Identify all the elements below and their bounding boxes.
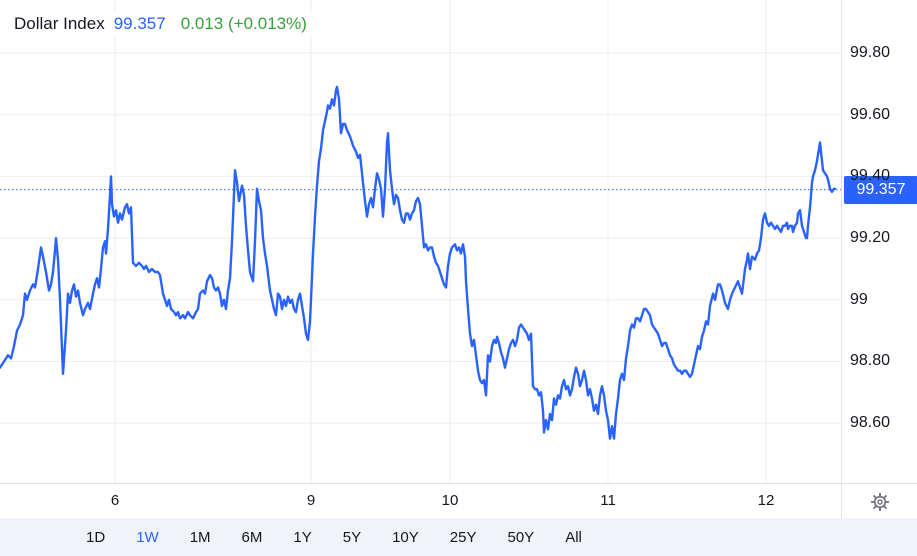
price-axis-label: 99 [850,290,868,308]
range-button-5y[interactable]: 5Y [342,528,362,546]
time-axis-label: 9 [306,492,316,509]
price-axis[interactable]: 99.357 99.80 99.60 99.40 99.20 99 98.80 98.60 [841,0,917,483]
time-axis-label: 6 [110,492,120,509]
symbol-title: Dollar Index [14,14,105,33]
range-button-all[interactable]: All [565,528,582,546]
price-axis-label: 99.40 [850,167,891,185]
price-change: 0.013 (+0.013%) [180,14,307,33]
current-price-badge: 99.357 [844,175,917,204]
time-axis[interactable]: 6 9 10 11 12 [0,483,841,519]
range-button-1m[interactable]: 1M [189,528,211,546]
price-chart-svg [0,0,841,483]
range-button-1w[interactable]: 1W [136,528,159,546]
last-price: 99.357 [113,14,166,33]
chart-plot-area[interactable]: Dollar Index 99.357 0.013 (+0.013%) [0,0,841,483]
range-button-10y[interactable]: 10Y [392,528,419,546]
range-button-1y[interactable]: 1Y [293,528,312,546]
range-button-6m[interactable]: 6M [241,528,263,546]
axis-settings-corner [841,483,917,519]
price-axis-label: 99.60 [850,105,891,123]
range-button-25y[interactable]: 25Y [449,528,477,546]
price-axis-label: 99.80 [850,44,891,62]
price-axis-label: 98.60 [850,414,891,432]
price-line-series [0,85,837,440]
time-axis-label: 11 [600,492,616,509]
range-button-1d[interactable]: 1D [86,528,106,546]
time-axis-label: 10 [441,492,459,509]
range-button-50y[interactable]: 50Y [507,528,535,546]
chart-legend: Dollar Index 99.357 0.013 (+0.013%) [0,12,317,36]
price-axis-label: 99.20 [850,229,891,247]
range-toolbar: 1D 1W 1M 6M 1Y 5Y 10Y 25Y 50Y All [0,518,917,556]
price-axis-label: 98.80 [850,352,891,370]
gear-icon[interactable] [870,492,890,512]
time-axis-label: 12 [757,492,775,509]
